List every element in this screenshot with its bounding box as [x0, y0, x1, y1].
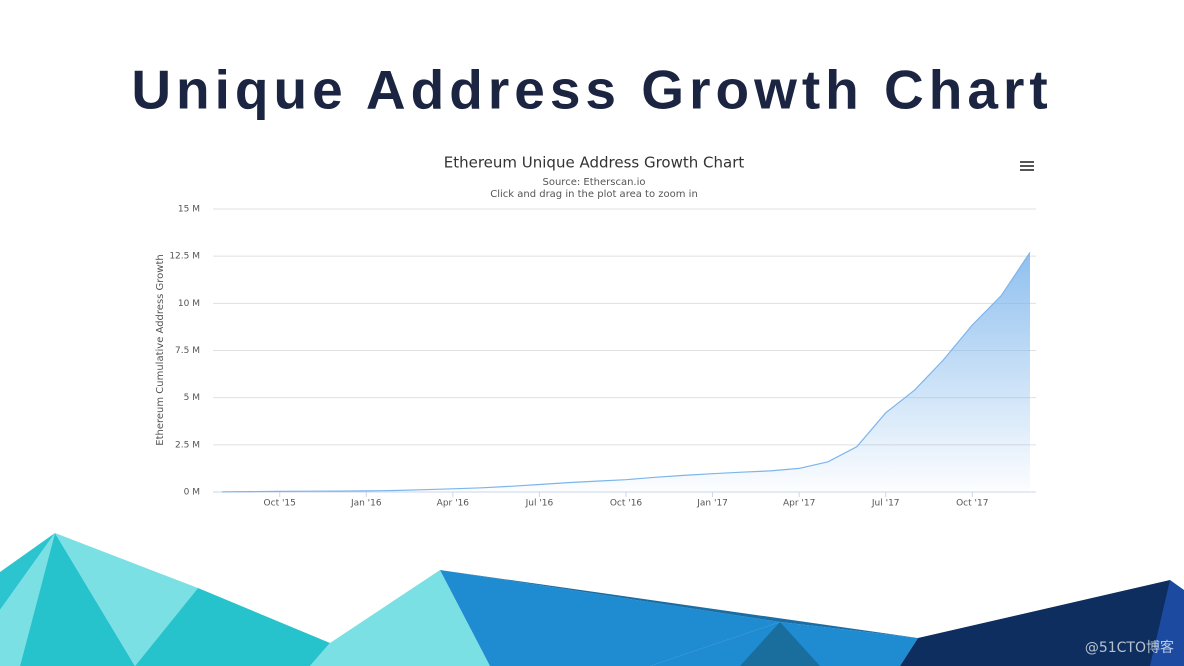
y-tick-label: 15 M [178, 205, 200, 215]
y-tick-label: 2.5 M [175, 440, 200, 450]
y-tick-label: 5 M [184, 393, 200, 403]
chart-title: Ethereum Unique Address Growth Chart [444, 154, 745, 172]
x-tick-label: Jul '16 [525, 499, 554, 509]
menu-button[interactable] [1020, 161, 1034, 171]
y-tick-label: 12.5 M [169, 252, 200, 262]
chart-note: Click and drag in the plot area to zoom … [490, 189, 698, 200]
y-tick-label: 0 M [184, 488, 200, 498]
x-tick-label: Jan '17 [696, 499, 728, 509]
slide-title: Unique Address Growth Chart [131, 59, 1052, 121]
x-tick-label: Apr '17 [783, 499, 815, 509]
y-tick-label: 7.5 M [175, 346, 200, 356]
x-tick-label: Jul '17 [871, 499, 900, 509]
x-tick-label: Jan '16 [350, 499, 382, 509]
x-tick-label: Oct '15 [264, 499, 296, 509]
x-tick-label: Oct '17 [956, 499, 988, 509]
chart-subtitle: Source: Etherscan.io [543, 177, 646, 188]
y-tick-label: 10 M [178, 299, 200, 309]
watermark: @51CTO博客 [1085, 639, 1174, 656]
line [221, 252, 1031, 493]
plot: 0 M 2.5 M 5 M 7.5 M 10 M 12.5 M 15 M Oct '15 Jan… [169, 205, 1036, 509]
area [222, 252, 1030, 492]
x-tick-label: Oct '16 [610, 499, 643, 509]
y-axis-title: Ethereum Cumulative Address Growth [155, 254, 166, 445]
x-tick-label: Apr '16 [437, 499, 470, 509]
decoration [0, 533, 1184, 666]
